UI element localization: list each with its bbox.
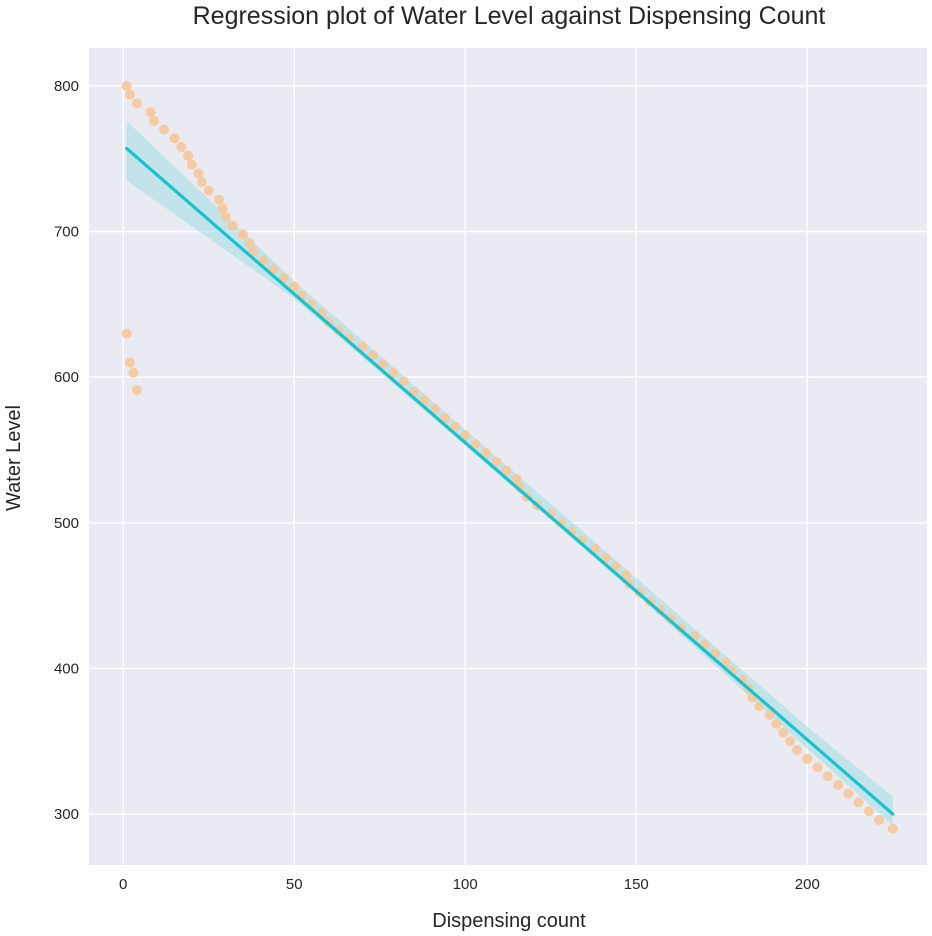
data-point (843, 788, 854, 799)
x-tick-label: 100 (453, 876, 478, 893)
data-point (193, 168, 204, 179)
data-point (186, 159, 197, 170)
data-point (145, 107, 156, 118)
x-tick-label: 0 (119, 876, 127, 893)
data-point (121, 80, 132, 91)
data-point (176, 142, 187, 153)
chart-title: Regression plot of Water Level against D… (193, 2, 826, 30)
data-point (217, 203, 228, 214)
data-point (449, 421, 460, 432)
data-point (125, 89, 136, 100)
data-point (480, 447, 491, 458)
data-point (203, 185, 214, 196)
data-point (125, 357, 136, 368)
data-point (131, 98, 142, 109)
data-point (874, 814, 885, 825)
data-point (822, 771, 833, 782)
x-tick-label: 50 (286, 876, 303, 893)
data-point (439, 412, 450, 423)
y-tick-label: 800 (54, 78, 79, 95)
data-point (460, 430, 471, 441)
data-point (491, 456, 502, 467)
data-point (121, 328, 132, 339)
data-point (220, 211, 231, 222)
data-point (764, 709, 775, 720)
data-point (853, 797, 864, 808)
data-point (398, 376, 409, 387)
data-point (792, 744, 803, 755)
data-point (785, 736, 796, 747)
y-tick-label: 700 (54, 223, 79, 240)
data-point (511, 474, 522, 485)
y-tick-label: 600 (54, 369, 79, 386)
data-point (887, 823, 898, 834)
data-point (802, 753, 813, 764)
data-point (367, 350, 378, 361)
y-tick-label: 300 (54, 806, 79, 823)
data-point (778, 727, 789, 738)
x-axis-label: Dispensing count (432, 910, 586, 932)
data-point (621, 570, 632, 581)
data-point (771, 718, 782, 729)
data-point (754, 701, 765, 712)
data-point (863, 806, 874, 817)
x-tick-label: 200 (795, 876, 820, 893)
data-point (470, 439, 481, 450)
data-point (128, 367, 139, 378)
data-point (833, 779, 844, 790)
y-tick-label: 500 (54, 515, 79, 532)
data-point (357, 341, 368, 352)
data-point (388, 367, 399, 378)
data-point (378, 359, 389, 370)
data-point (812, 762, 823, 773)
regression-line (125, 146, 895, 816)
data-point (169, 133, 180, 144)
y-axis-label: Water Level (3, 405, 25, 511)
data-point (159, 124, 170, 135)
data-point (501, 465, 512, 476)
data-point (268, 264, 279, 275)
x-tick-label: 150 (624, 876, 649, 893)
y-tick-label: 400 (54, 660, 79, 677)
data-point (244, 238, 255, 249)
data-point (213, 194, 224, 205)
data-point (610, 561, 621, 572)
data-point (148, 115, 159, 126)
data-point (131, 385, 142, 396)
data-point (237, 229, 248, 240)
data-point (278, 273, 289, 284)
data-point (289, 281, 300, 292)
data-point (196, 176, 207, 187)
data-point (227, 220, 238, 231)
data-point (183, 150, 194, 161)
